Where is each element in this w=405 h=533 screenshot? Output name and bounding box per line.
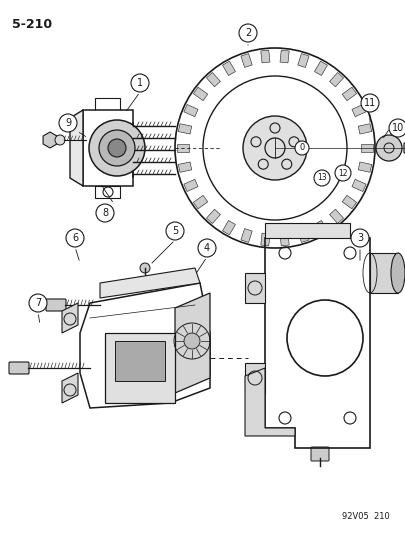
Polygon shape <box>361 144 373 152</box>
Text: 8: 8 <box>102 208 108 218</box>
Circle shape <box>29 294 47 312</box>
Polygon shape <box>352 104 366 117</box>
Circle shape <box>108 139 126 157</box>
Circle shape <box>198 239 216 257</box>
Polygon shape <box>178 124 192 134</box>
Text: 12: 12 <box>338 168 348 177</box>
Text: 10: 10 <box>392 123 404 133</box>
Circle shape <box>295 141 309 155</box>
Text: 2: 2 <box>245 28 251 38</box>
Polygon shape <box>245 273 265 303</box>
Polygon shape <box>298 229 309 243</box>
Circle shape <box>96 204 114 222</box>
Circle shape <box>89 120 145 176</box>
Polygon shape <box>315 61 328 76</box>
Polygon shape <box>330 209 343 223</box>
Circle shape <box>55 135 65 145</box>
Polygon shape <box>193 195 208 209</box>
Text: 3: 3 <box>357 233 363 243</box>
Text: 11: 11 <box>364 98 376 108</box>
Polygon shape <box>280 233 289 246</box>
Circle shape <box>376 135 402 161</box>
Polygon shape <box>358 124 372 134</box>
Polygon shape <box>265 223 350 238</box>
Polygon shape <box>241 229 252 243</box>
Polygon shape <box>241 53 252 68</box>
Polygon shape <box>245 368 295 436</box>
Circle shape <box>243 116 307 180</box>
Polygon shape <box>342 195 357 209</box>
Polygon shape <box>245 363 265 393</box>
Circle shape <box>131 74 149 92</box>
Polygon shape <box>62 303 78 333</box>
Circle shape <box>166 222 184 240</box>
Ellipse shape <box>391 253 405 293</box>
FancyBboxPatch shape <box>46 299 66 311</box>
Text: 5: 5 <box>172 226 178 236</box>
Circle shape <box>66 229 84 247</box>
Polygon shape <box>330 72 343 87</box>
Text: 92V05  210: 92V05 210 <box>342 512 390 521</box>
Polygon shape <box>298 53 309 68</box>
Circle shape <box>99 130 135 166</box>
Text: 4: 4 <box>204 243 210 253</box>
Polygon shape <box>280 50 289 63</box>
Text: 5-210: 5-210 <box>12 18 52 31</box>
Polygon shape <box>193 87 208 101</box>
Circle shape <box>389 119 405 137</box>
Polygon shape <box>100 268 200 298</box>
Polygon shape <box>404 139 405 157</box>
Polygon shape <box>207 72 220 87</box>
Polygon shape <box>70 110 83 186</box>
FancyBboxPatch shape <box>311 447 329 461</box>
Polygon shape <box>352 179 366 191</box>
Circle shape <box>140 263 150 273</box>
Circle shape <box>59 114 77 132</box>
Polygon shape <box>175 293 210 393</box>
Polygon shape <box>43 132 57 148</box>
Polygon shape <box>207 209 220 223</box>
Polygon shape <box>261 50 270 63</box>
Text: 0: 0 <box>299 143 305 152</box>
Circle shape <box>335 165 351 181</box>
Polygon shape <box>222 61 235 76</box>
Circle shape <box>184 333 200 349</box>
Polygon shape <box>358 162 372 172</box>
Polygon shape <box>177 144 189 152</box>
Text: 9: 9 <box>65 118 71 128</box>
Circle shape <box>314 170 330 186</box>
Circle shape <box>287 300 363 376</box>
Polygon shape <box>178 162 192 172</box>
Polygon shape <box>115 341 165 381</box>
Text: 13: 13 <box>317 174 327 182</box>
Circle shape <box>351 229 369 247</box>
Circle shape <box>361 94 379 112</box>
Text: 1: 1 <box>137 78 143 88</box>
Polygon shape <box>184 179 198 191</box>
Polygon shape <box>184 104 198 117</box>
Polygon shape <box>222 221 235 235</box>
FancyBboxPatch shape <box>9 362 29 374</box>
Polygon shape <box>105 333 175 403</box>
Polygon shape <box>261 233 270 246</box>
Text: 7: 7 <box>35 298 41 308</box>
Polygon shape <box>342 87 357 101</box>
Polygon shape <box>62 373 78 403</box>
Polygon shape <box>315 221 328 235</box>
Polygon shape <box>370 253 398 293</box>
Circle shape <box>239 24 257 42</box>
Text: 6: 6 <box>72 233 78 243</box>
